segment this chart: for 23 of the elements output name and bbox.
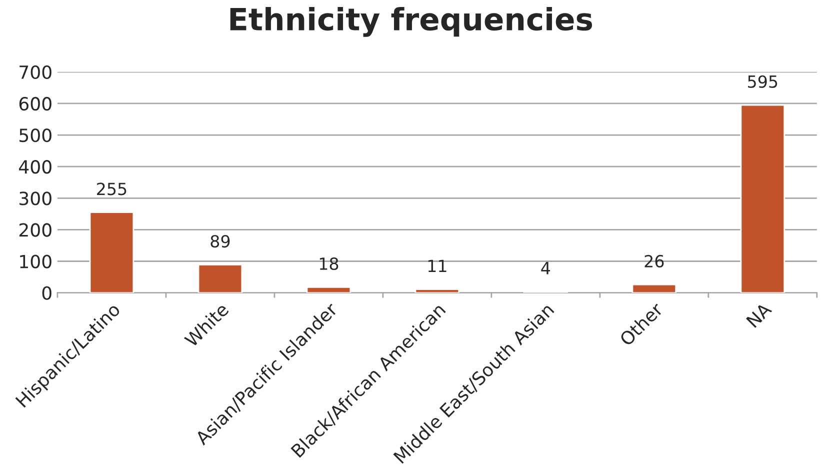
bar [632,284,677,293]
y-tick-label: 300 [20,192,52,206]
bar [198,264,243,293]
bar [306,286,352,293]
data-label: 26 [644,254,664,268]
data-label: 255 [97,182,126,196]
data-label: 89 [210,235,230,248]
chart-title: Ethnicity frequencies [230,7,592,37]
x-tick-label: NA [746,302,772,328]
y-tick-label: 700 [20,65,52,80]
bar [740,104,786,293]
y-tick-label: 0 [42,286,52,300]
bar [414,288,460,293]
data-label: 4 [541,262,550,274]
data-label: 11 [428,260,446,272]
y-tick-label: 600 [19,96,52,111]
y-tick-label: 400 [19,160,52,174]
y-tick-label: 500 [20,128,52,142]
y-tick-label: 100 [20,254,52,268]
bar [89,212,134,293]
data-label: 18 [320,257,338,270]
y-tick-label: 200 [19,223,52,237]
data-label: 595 [748,75,778,88]
